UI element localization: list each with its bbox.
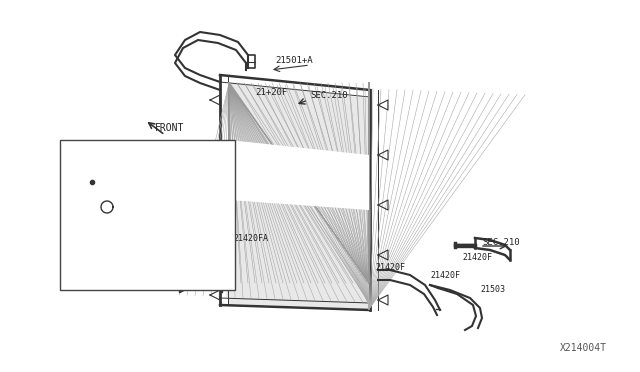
Text: 21501+A: 21501+A <box>275 55 312 64</box>
Text: 21420FA: 21420FA <box>233 234 268 243</box>
Text: 21420F: 21420F <box>375 263 405 273</box>
Text: SEC.210: SEC.210 <box>482 237 520 247</box>
Text: 21420F: 21420F <box>462 253 492 263</box>
Text: 21503: 21503 <box>480 285 505 295</box>
Bar <box>60 140 235 290</box>
Text: X214004T: X214004T <box>560 343 607 353</box>
Text: 21420F: 21420F <box>430 270 460 279</box>
Text: 21+20F: 21+20F <box>255 87 287 96</box>
Text: 21432: 21432 <box>127 144 154 153</box>
Text: 21410AA: 21410AA <box>85 263 117 272</box>
Text: FRONT: FRONT <box>155 123 184 133</box>
Polygon shape <box>229 83 369 309</box>
Text: 21420G: 21420G <box>68 167 96 176</box>
Polygon shape <box>229 140 369 210</box>
Text: 21410FB: 21410FB <box>65 243 97 251</box>
Text: SEC.210: SEC.210 <box>310 90 348 99</box>
Text: 21501: 21501 <box>75 202 98 212</box>
